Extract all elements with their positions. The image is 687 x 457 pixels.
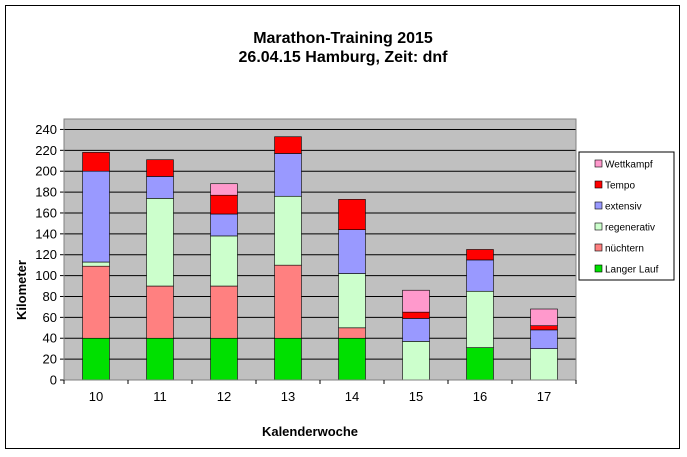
- x-tick-label: 15: [409, 389, 423, 404]
- bar-segment-regenerativ-week-14: [338, 273, 366, 329]
- x-tick-label: 16: [473, 389, 487, 404]
- legend-label-wettkampf: Wettkampf: [605, 160, 653, 171]
- bar-segment-tempo-week-13: [274, 136, 302, 154]
- x-tick-label: 14: [345, 389, 359, 404]
- legend-swatch-tempo: [594, 180, 603, 189]
- bar-segment-regenerativ-week-11: [146, 198, 174, 287]
- bar-segment-langer-lauf-week-10: [82, 337, 110, 381]
- y-tick-label: 0: [50, 373, 57, 388]
- legend-swatch-n-chtern: [594, 243, 603, 252]
- x-tick-labels: 10 11 12 13 14 15 16 17: [89, 389, 551, 404]
- bar-segment-wettkampf-week-15: [402, 289, 430, 313]
- bar-segment-langer-lauf-week-16: [466, 347, 494, 381]
- y-tick-label: 180: [35, 185, 57, 200]
- x-tick-label: 13: [281, 389, 295, 404]
- bar-segment-extensiv-week-12: [210, 213, 238, 237]
- y-tick-label: 240: [35, 122, 57, 137]
- bar-segment-wettkampf-week-12: [210, 183, 238, 196]
- y-tick-labels: 0 20 40 60 80 100 120 140 160 180 200 220 240: [35, 122, 57, 388]
- bar-segment-langer-lauf-week-12: [210, 337, 238, 381]
- bar-segment-extensiv-week-10: [82, 170, 110, 263]
- legend-label-regenerativ: regenerativ: [605, 223, 655, 234]
- legend-swatch-regenerativ: [594, 222, 603, 231]
- bar-segment-extensiv-week-16: [466, 259, 494, 292]
- y-tick-label: 160: [35, 205, 57, 220]
- y-tick-label: 200: [35, 164, 57, 179]
- bar-segment-langer-lauf-week-14: [338, 337, 366, 381]
- chart-title: Marathon-Training 2015: [253, 30, 433, 47]
- bar-segment-tempo-week-12: [210, 194, 238, 215]
- y-tick-label: 40: [43, 331, 57, 346]
- chart-subtitle: 26.04.15 Hamburg, Zeit: dnf: [239, 49, 449, 66]
- bar-segment-langer-lauf-week-11: [146, 337, 174, 381]
- axes: [60, 118, 577, 384]
- y-tick-label: 100: [35, 268, 57, 283]
- bar-segment-extensiv-week-17: [530, 329, 558, 349]
- bar-segment-n-chtern-week-10: [82, 265, 110, 339]
- bar-segment-regenerativ-week-13: [274, 195, 302, 266]
- x-tick-label: 17: [537, 389, 551, 404]
- legend-label-n-chtern: nüchtern: [605, 244, 644, 255]
- bar-segment-extensiv-week-11: [146, 176, 174, 199]
- bar-segment-langer-lauf-week-13: [274, 337, 302, 381]
- legend-label-tempo: Tempo: [605, 181, 635, 192]
- bar-segment-regenerativ-week-10: [82, 261, 110, 267]
- legend-box: [578, 151, 675, 281]
- y-tick-label: 80: [43, 289, 57, 304]
- bar-segment-extensiv-week-14: [338, 229, 366, 274]
- bar-segment-extensiv-week-13: [274, 153, 302, 197]
- y-tick-label: 60: [43, 310, 57, 325]
- legend-swatch-extensiv: [594, 201, 603, 210]
- bar-segment-tempo-week-14: [338, 199, 366, 230]
- bar-segment-n-chtern-week-14: [338, 327, 366, 339]
- legend: Wettkampf Tempo extensiv regenerativ nüchter…: [578, 151, 675, 281]
- bar-segment-tempo-week-15: [402, 311, 430, 319]
- legend-label-langer-lauf: Langer Lauf: [605, 265, 659, 276]
- legend-swatch-wettkampf: [594, 159, 603, 168]
- y-axis-label: Kilometer: [14, 260, 29, 320]
- x-axis-label: Kalenderwoche: [262, 424, 358, 439]
- bar-segment-n-chtern-week-11: [146, 285, 174, 339]
- legend-label-extensiv: extensiv: [605, 202, 642, 213]
- bar-segment-n-chtern-week-12: [210, 285, 238, 339]
- bar-segment-extensiv-week-15: [402, 318, 430, 342]
- x-tick-label: 10: [89, 389, 103, 404]
- bar-segment-tempo-week-17: [530, 325, 558, 331]
- bar-segment-regenerativ-week-16: [466, 290, 494, 348]
- y-tick-label: 120: [35, 247, 57, 262]
- bar-segment-wettkampf-week-17: [530, 308, 558, 327]
- bar-segment-regenerativ-week-15: [402, 341, 430, 381]
- bar-segment-n-chtern-week-13: [274, 264, 302, 339]
- bar-segment-tempo-week-11: [146, 159, 174, 177]
- y-tick-label: 140: [35, 226, 57, 241]
- bar-segment-regenerativ-week-12: [210, 235, 238, 287]
- legend-swatch-langer-lauf: [594, 264, 603, 273]
- bar-segment-tempo-week-10: [82, 152, 110, 172]
- bar-segment-tempo-week-16: [466, 249, 494, 261]
- bar-segment-regenerativ-week-17: [530, 348, 558, 381]
- bars: [82, 136, 558, 381]
- y-tick-label: 220: [35, 143, 57, 158]
- plot-area: [64, 119, 576, 380]
- y-tick-label: 20: [43, 352, 57, 367]
- x-tick-label: 12: [217, 389, 231, 404]
- x-tick-label: 11: [153, 389, 167, 404]
